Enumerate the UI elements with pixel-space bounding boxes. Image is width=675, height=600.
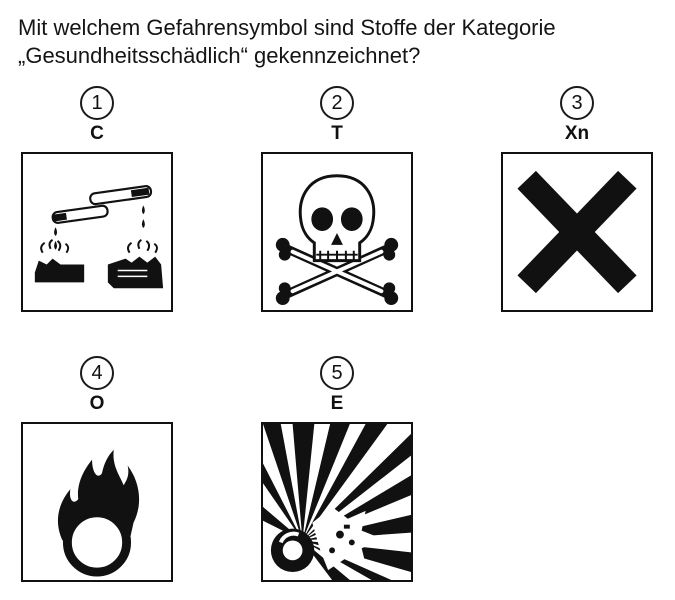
- symbol-option-4[interactable]: 4 O: [17, 356, 177, 582]
- option-number-3: 3: [560, 86, 594, 120]
- flame-over-circle-icon: [21, 422, 173, 582]
- option-number-5: 5: [320, 356, 354, 390]
- symbol-code-3: Xn: [564, 123, 590, 144]
- symbol-code-4: O: [89, 393, 105, 414]
- symbol-code-2: T: [331, 123, 343, 144]
- symbol-option-5[interactable]: 5 E: [257, 356, 417, 582]
- st-andrews-cross-icon: [501, 152, 653, 312]
- exploding-bomb-icon: [261, 422, 413, 582]
- option-number-1: 1: [80, 86, 114, 120]
- symbol-option-2[interactable]: 2 T: [257, 86, 417, 312]
- skull-crossbones-icon: [261, 152, 413, 312]
- corrosive-icon: [21, 152, 173, 312]
- symbol-code-5: E: [330, 393, 344, 414]
- symbol-code-1: C: [90, 123, 104, 144]
- option-number-2: 2: [320, 86, 354, 120]
- option-number-4: 4: [80, 356, 114, 390]
- question-line-1: Mit welchem Gefahrensymbol sind Stoffe d…: [18, 15, 556, 40]
- symbol-option-3[interactable]: 3 Xn: [497, 86, 657, 312]
- question-text: Mit welchem Gefahrensymbol sind Stoffe d…: [18, 14, 668, 70]
- symbol-option-1[interactable]: 1 C: [17, 86, 177, 312]
- question-line-2: „Gesundheitsschädlich“ gekennzeichnet?: [18, 43, 421, 68]
